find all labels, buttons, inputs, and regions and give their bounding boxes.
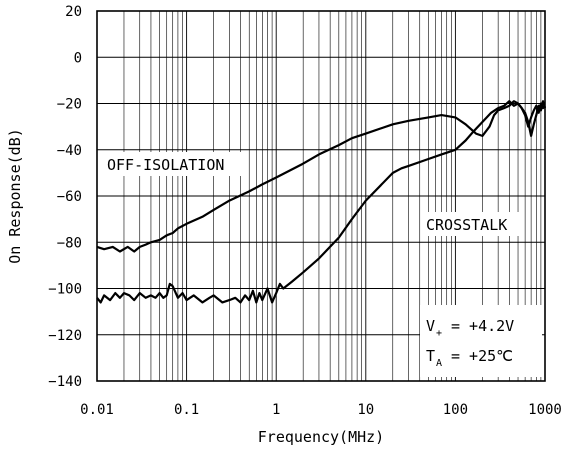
y-axis-label: On Response(dB) [6,128,24,263]
x-axis-label: Frequency(MHz) [258,428,384,446]
x-tick-label: 0.1 [174,402,199,418]
ta-condition: T A = +25℃ [426,347,513,369]
y-tick-label: −60 [57,189,82,205]
conditions-box-bg [420,305,542,377]
ta-subscript: A [436,358,442,369]
ta-value: = +25℃ [451,347,513,365]
crosstalk-line [96,100,547,304]
vplus-value: = +4.2V [451,317,514,335]
tick-labels: 0.01 0.1 1 10 100 1000 20 0 −20 −40 −60 −80 −100 −120… [48,4,562,418]
crosstalk-label-bg [424,212,520,236]
y-tick-label: −100 [48,282,82,298]
y-tick-label: −140 [48,374,82,390]
series-lines [96,100,547,304]
vplus-condition: V + = +4.2V [426,317,514,339]
off-isolation-label-bg [104,152,246,176]
y-tick-label: −20 [57,97,82,113]
vplus-subscript: + [436,328,442,339]
x-tick-label: 1000 [528,402,562,418]
plot-frame [96,10,546,382]
x-tick-label: 0.01 [80,402,114,418]
y-tick-label: −40 [57,143,82,159]
x-tick-label: 100 [443,402,468,418]
y-tick-label: 20 [65,4,82,20]
ta-symbol: T [426,347,435,365]
vplus-symbol: V [426,317,435,335]
off-isolation-label: OFF-ISOLATION [107,156,224,174]
y-tick-label: −120 [48,328,82,344]
crosstalk-label: CROSSTALK [426,216,507,234]
y-tick-label: 0 [74,50,82,66]
x-tick-label: 1 [272,402,280,418]
y-tick-label: −80 [57,235,82,251]
x-tick-label: 10 [357,402,374,418]
